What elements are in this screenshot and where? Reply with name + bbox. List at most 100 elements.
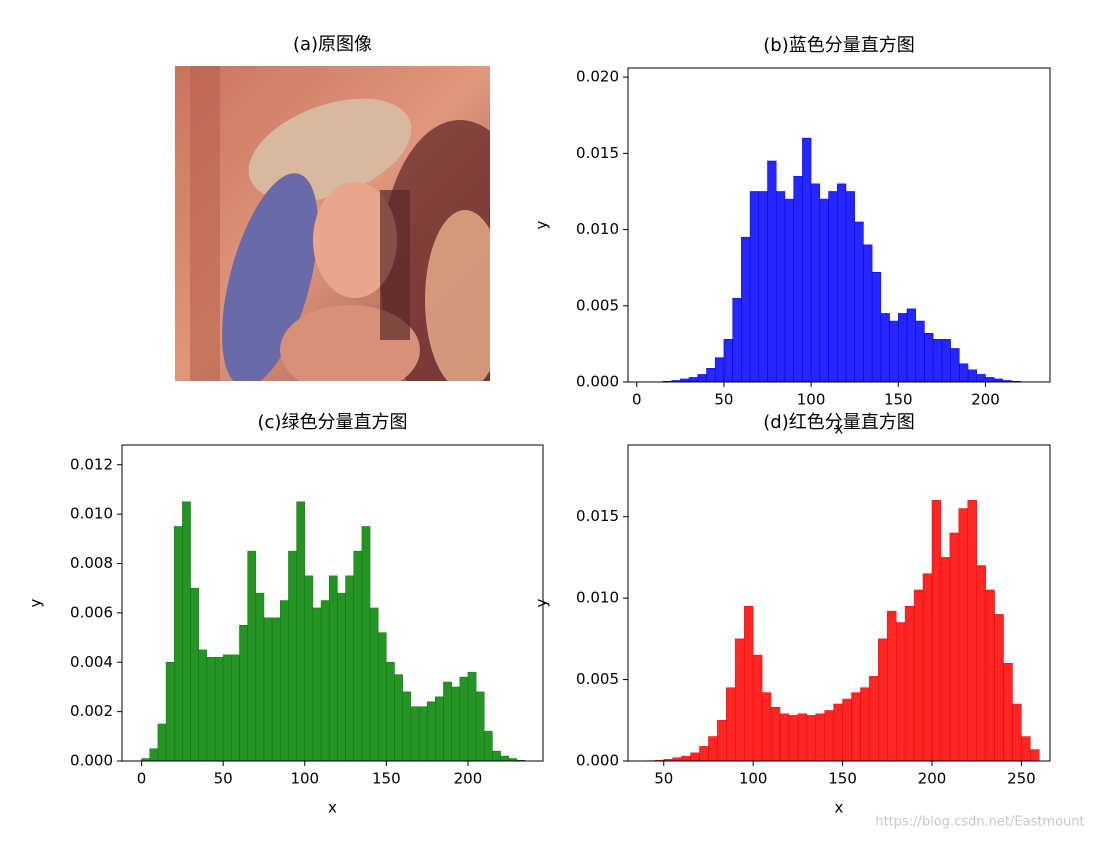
bar [706,368,716,383]
x-axis-label: x [835,420,844,438]
bar [869,676,879,762]
bar [758,191,768,383]
bar [182,501,191,762]
bar [255,592,265,762]
bar [889,320,899,383]
bar [767,160,777,383]
bar [410,706,420,762]
bar [165,662,175,762]
bar [345,575,354,762]
bar [690,752,700,762]
bar [810,183,821,383]
y-tick-label: 0.005 [576,670,619,688]
y-axis-label: y [27,598,45,607]
bar [898,313,908,383]
bar [459,676,469,762]
chart-title: (a)原图像 [293,34,372,55]
bar [231,654,240,762]
bar [369,607,379,762]
bar [845,191,855,383]
axes-frame [627,67,1051,383]
bar [157,723,167,762]
bar [915,320,925,383]
bar [895,622,906,762]
bar [788,715,799,762]
bar [451,686,461,762]
bar [214,657,224,762]
bar [484,731,493,762]
bar [312,607,322,762]
x-tick-label: 150 [884,391,913,409]
bar [353,550,363,762]
x-tick-label: 250 [1007,770,1036,788]
bar [863,244,873,383]
bar [296,501,306,762]
bar [967,500,977,762]
x-tick-label: 150 [372,770,401,788]
bar [860,687,870,762]
y-tick-label: 0.010 [70,505,113,523]
bar [717,720,727,762]
bar [949,532,960,762]
bar [149,748,159,762]
bar [793,175,803,383]
photo [175,66,490,381]
bar [976,374,986,383]
y-tick-label: 0.005 [576,296,619,314]
bar [924,332,934,383]
bar [394,674,403,762]
bar [854,221,864,383]
bar [1021,736,1031,762]
chart-title: (b)蓝色分量直方图 [763,35,914,56]
bar [681,755,691,762]
bar [967,369,978,383]
y-tick-label: 0.000 [576,752,619,770]
y-tick-label: 0.000 [576,373,619,391]
y-tick-label: 0.006 [70,603,113,621]
bar [806,715,817,762]
bar [435,696,444,762]
bar [784,198,794,383]
bar [950,348,960,383]
bar [851,692,861,762]
bar [842,698,852,762]
y-tick-label: 0.008 [70,554,113,572]
bar [887,610,897,762]
bar [418,706,428,762]
bar [906,308,916,383]
x-tick-label: 0 [632,391,642,409]
bar [878,638,888,762]
bar [239,624,248,762]
y-tick-label: 0.015 [576,507,619,525]
bar [708,736,718,762]
bar [206,657,216,762]
bar [1030,749,1040,762]
bar [941,339,951,383]
bar [802,137,812,383]
bar [871,272,882,383]
y-tick-label: 0.010 [576,589,619,607]
bar [328,575,338,762]
bar [837,183,847,383]
bar [198,649,208,762]
bar [426,701,436,762]
bar [819,198,829,383]
x-tick-label: 100 [290,770,319,788]
bar [443,681,452,762]
bar [779,713,790,762]
bar [735,638,745,762]
x-tick-label: 200 [971,391,1000,409]
bar [280,600,289,762]
y-tick-label: 0.000 [70,752,113,770]
bar [752,654,763,762]
bar [761,692,772,762]
y-tick-label: 0.002 [70,702,113,720]
bar [797,713,808,762]
bar [190,587,199,762]
bar [985,589,995,762]
bar [688,377,699,383]
x-tick-label: 0 [137,770,147,788]
bar [492,750,501,762]
bar [271,617,281,762]
